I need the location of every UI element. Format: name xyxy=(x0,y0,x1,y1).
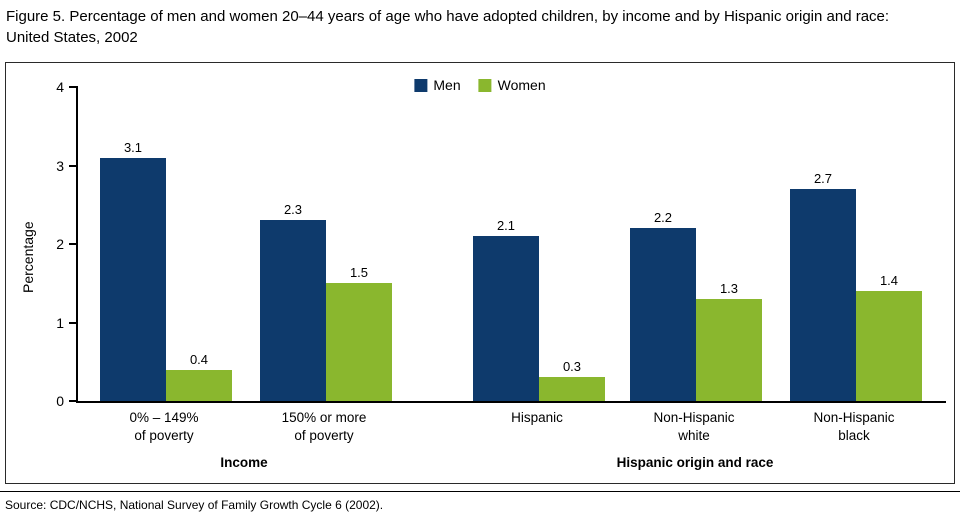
legend-swatch-men xyxy=(414,78,428,92)
bar-column-women: 1.5 xyxy=(326,265,392,401)
group-label: Income xyxy=(220,455,268,470)
plot-area: 0 1 2 3 4 3.1 0.4 2.3 1.5 2.1 0.3 2.2 1.3 2.7 1.4 xyxy=(56,79,946,409)
y-tick xyxy=(69,400,78,402)
bar-value-label: 1.5 xyxy=(349,265,369,281)
category-label: Hispanic xyxy=(511,410,563,425)
bar-group: 2.7 1.4 xyxy=(790,171,922,401)
bar-column-women: 0.3 xyxy=(539,359,605,401)
category-label: 150% or more of poverty xyxy=(281,410,367,443)
bar-column-men: 2.3 xyxy=(260,202,326,401)
bar-women xyxy=(326,283,392,401)
bar-men xyxy=(630,228,696,401)
category-label: Non-Hispanic black xyxy=(813,410,895,443)
y-tick xyxy=(69,321,78,324)
bar-value-label: 2.2 xyxy=(653,210,673,226)
y-tick-label: 4 xyxy=(56,79,64,95)
group-label-area: Income Hispanic origin and race xyxy=(76,455,944,477)
bar-men xyxy=(473,236,539,401)
bar-column-women: 0.4 xyxy=(166,352,232,401)
bar-women xyxy=(166,369,232,401)
bar-column-men: 3.1 xyxy=(100,140,166,401)
legend-item-men: Men xyxy=(414,77,461,93)
bar-value-label: 1.4 xyxy=(879,273,899,289)
bar-value-label: 2.3 xyxy=(283,202,303,218)
bar-group: 2.2 1.3 xyxy=(630,210,762,401)
bar-column-women: 1.4 xyxy=(856,273,922,401)
source-note: Source: CDC/NCHS, National Survey of Fam… xyxy=(5,498,384,512)
bar-men xyxy=(100,157,166,401)
bar-column-men: 2.2 xyxy=(630,210,696,401)
y-tick xyxy=(69,86,78,88)
category-label-area: 0% – 149% of poverty 150% or more of pove… xyxy=(76,409,944,455)
bar-value-label: 3.1 xyxy=(123,139,143,155)
y-tick-label: 0 xyxy=(56,393,64,409)
bar-value-label: 2.7 xyxy=(813,171,833,187)
bar-column-men: 2.7 xyxy=(790,171,856,401)
figure-title: Figure 5. Percentage of men and women 20… xyxy=(6,8,890,46)
legend-label: Men xyxy=(433,77,461,93)
bar-women xyxy=(696,298,762,401)
y-tick-label: 3 xyxy=(56,157,64,174)
y-axis-label: Percentage xyxy=(20,221,36,293)
bar-column-men: 2.1 xyxy=(473,218,539,401)
chart-area: Men Women Percentage 0 1 2 3 4 3.1 0.4 2.3 1.5 2.1… xyxy=(5,62,955,484)
category-label: 0% – 149% of poverty xyxy=(129,410,199,443)
category-label: Non-Hispanic white xyxy=(653,410,735,443)
bar-column-women: 1.3 xyxy=(696,281,762,401)
bar-value-label: 1.3 xyxy=(719,280,739,296)
legend-label: Women xyxy=(497,77,546,93)
legend-swatch-women xyxy=(478,78,492,92)
bar-group: 2.3 1.5 xyxy=(260,202,392,401)
bar-men xyxy=(260,220,326,401)
bar-value-label: 2.1 xyxy=(496,218,516,234)
legend: Men Women xyxy=(414,77,546,93)
legend-item-women: Women xyxy=(478,77,546,93)
bar-group: 2.1 0.3 xyxy=(473,218,605,401)
y-tick xyxy=(69,164,78,167)
bar-women xyxy=(539,377,605,401)
bar-men xyxy=(790,189,856,401)
y-tick xyxy=(69,243,78,245)
bar-group: 3.1 0.4 xyxy=(100,140,232,401)
bar-value-label: 0.3 xyxy=(562,359,582,375)
footer-divider xyxy=(0,491,960,492)
y-tick-label: 1 xyxy=(56,314,64,331)
y-tick-label: 2 xyxy=(56,236,64,252)
group-label: Hispanic origin and race xyxy=(616,455,774,470)
bar-value-label: 0.4 xyxy=(189,351,209,367)
bar-women xyxy=(856,291,922,401)
